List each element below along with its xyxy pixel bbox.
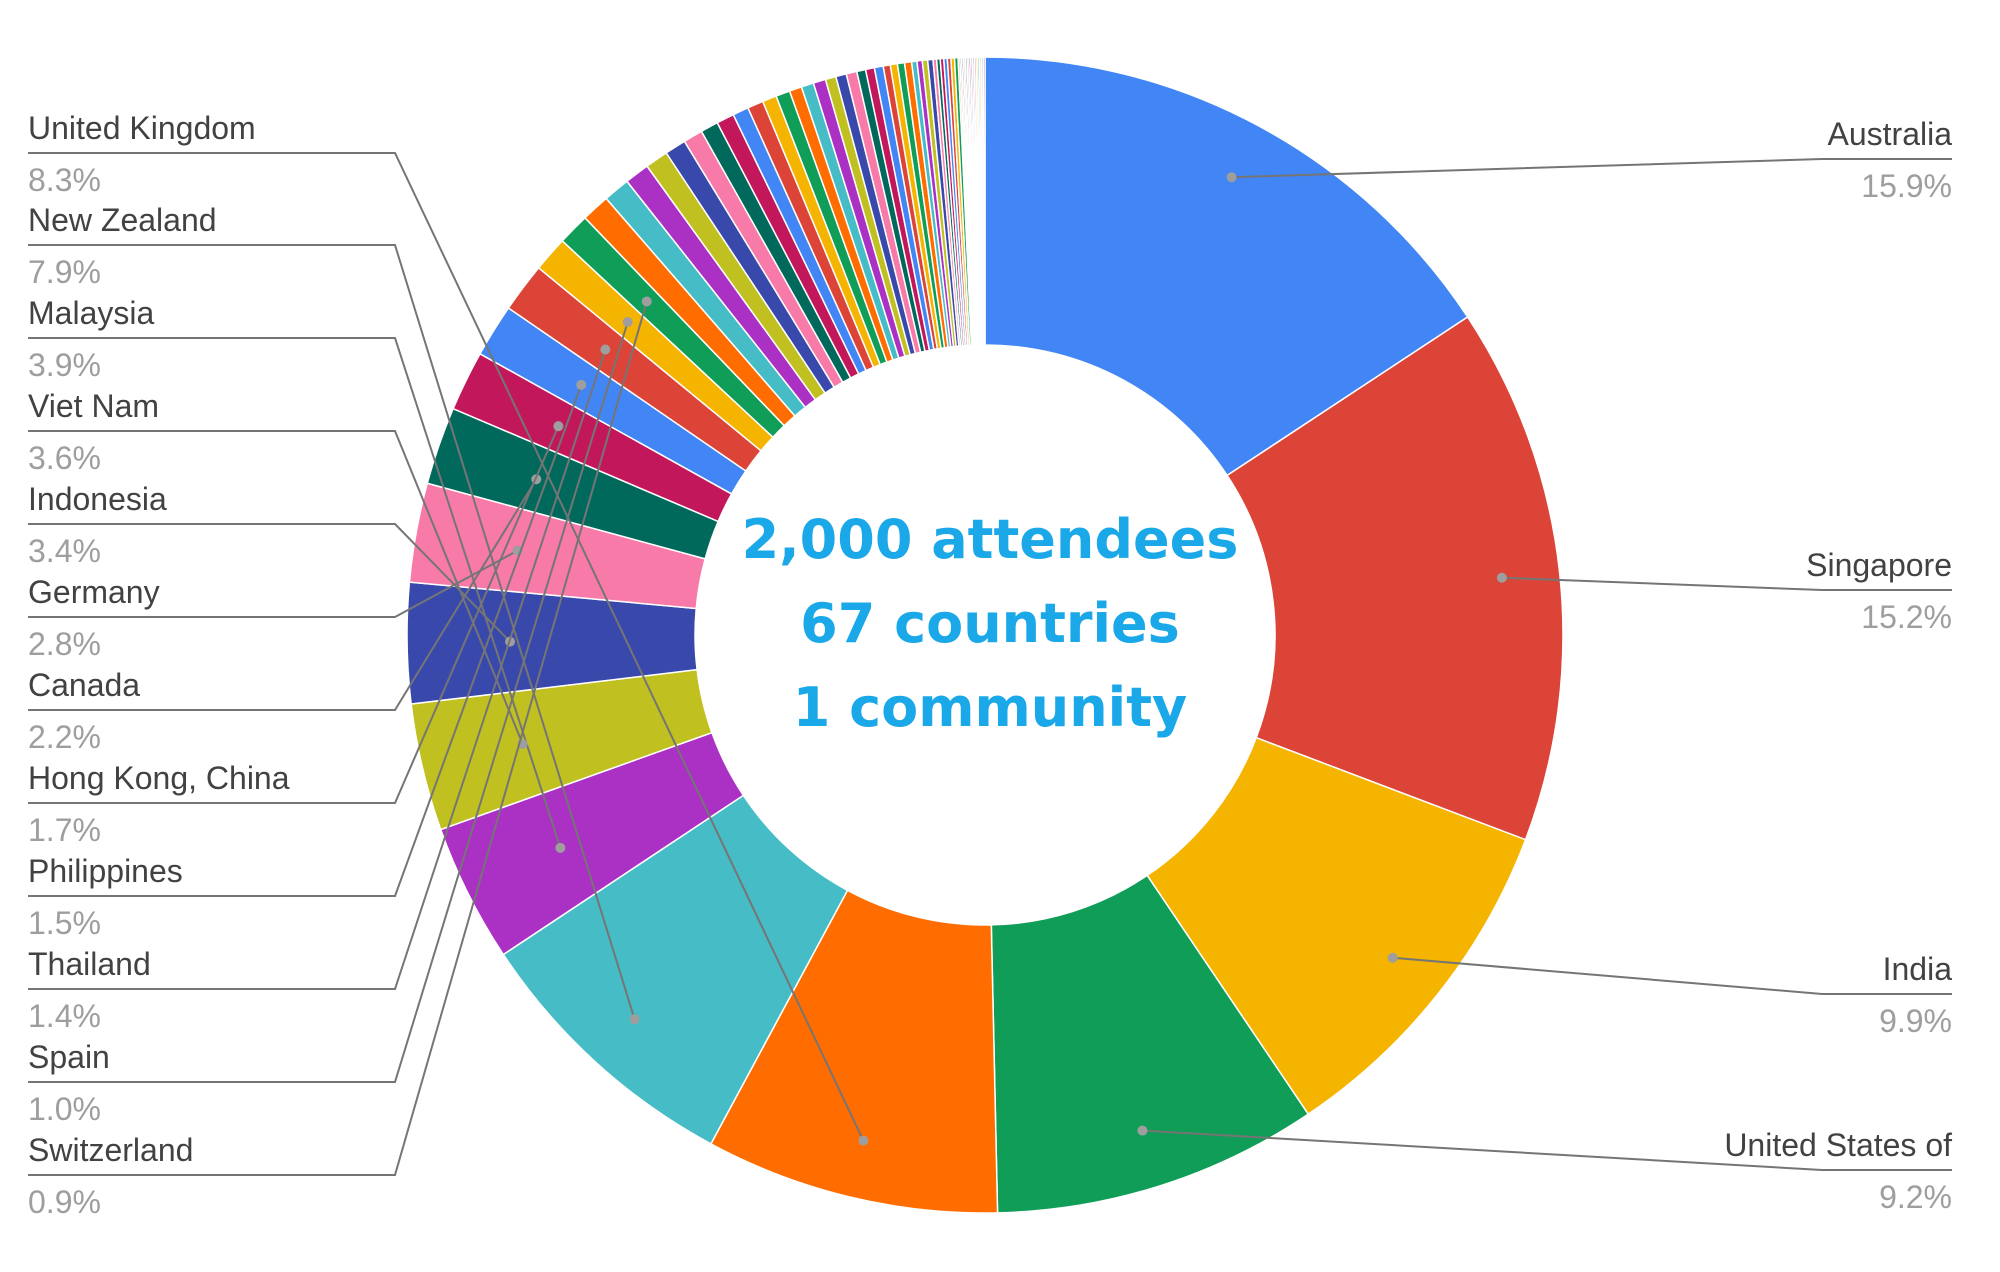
center-caption: 2,000 attendees 67 countries 1 community (742, 508, 1239, 739)
leader-line-malaysia (28, 337, 562, 849)
leader-dot-switzerland (641, 296, 652, 307)
leader-dot-hong-kong-china (553, 421, 564, 432)
slice-singapore (1226, 315, 1564, 841)
leader-line-new-zealand (28, 244, 636, 1020)
leader-dot-united-states-of (1137, 1125, 1148, 1136)
label-philippines: Philippines (28, 853, 183, 889)
leader-line-singapore (1501, 576, 1952, 591)
label-indonesia: Indonesia (28, 481, 167, 517)
leader-line-australia (1231, 158, 1952, 179)
label-spain: Spain (28, 1039, 110, 1075)
leader-dot-spain (622, 317, 633, 328)
leader-line-united-kingdom (28, 152, 865, 1141)
label-united-kingdom: United Kingdom (28, 110, 256, 146)
label-canada: Canada (28, 667, 140, 703)
label-hong-kong-china: Hong Kong, China (28, 760, 290, 796)
slice-labels: Australia 15.9% Singapore 15.2% India 9.9% Uni… (28, 110, 1952, 1220)
label-pct-spain: 1.0% (28, 1091, 101, 1127)
leader-line-hong-kong-china (28, 425, 560, 804)
label-pct-hong-kong-china: 1.7% (28, 812, 101, 848)
leader-dot-new-zealand (629, 1014, 640, 1025)
leader-line-spain (28, 321, 629, 1083)
leader-line-germany (28, 549, 519, 618)
label-pct-singapore: 15.2% (1861, 599, 1952, 635)
leader-line-canada (28, 478, 538, 711)
label-pct-philippines: 1.5% (28, 905, 101, 941)
label-pct-thailand: 1.4% (28, 998, 101, 1034)
leader-dot-india (1387, 952, 1398, 963)
label-pct-indonesia: 3.4% (28, 533, 101, 569)
label-singapore: Singapore (1806, 547, 1952, 583)
center-line-attendees: 2,000 attendees (742, 508, 1239, 571)
leader-line-viet-nam (28, 430, 524, 745)
label-india: India (1883, 951, 1953, 987)
center-line-countries: 67 countries (800, 592, 1180, 655)
label-germany: Germany (28, 574, 160, 610)
leader-line-india (1392, 956, 1952, 995)
leader-dot-philippines (576, 379, 587, 390)
leader-line-thailand (28, 349, 607, 990)
leader-line-united-states-of (1142, 1129, 1952, 1171)
slice-united-states-of (990, 874, 1310, 1214)
slice-unlabeled-67 (982, 56, 986, 346)
label-united-states-of: United States of (1724, 1127, 1952, 1163)
leader-dot-malaysia (555, 842, 566, 853)
leader-line-switzerland (28, 301, 648, 1176)
label-pct-united-kingdom: 8.3% (28, 162, 101, 198)
label-viet-nam: Viet Nam (28, 388, 159, 424)
label-pct-malaysia: 3.9% (28, 347, 101, 383)
label-australia: Australia (1828, 116, 1953, 152)
label-pct-canada: 2.2% (28, 719, 101, 755)
label-pct-germany: 2.8% (28, 626, 101, 662)
label-pct-australia: 15.9% (1861, 168, 1952, 204)
label-leader-lines (28, 152, 1952, 1176)
label-malaysia: Malaysia (28, 295, 154, 331)
leader-line-indonesia (28, 523, 511, 643)
leader-dot-australia (1226, 172, 1237, 183)
label-thailand: Thailand (28, 946, 151, 982)
center-line-community: 1 community (793, 676, 1187, 739)
leader-dot-thailand (600, 344, 611, 355)
leader-dot-united-kingdom (858, 1135, 869, 1146)
label-pct-switzerland: 0.9% (28, 1184, 101, 1220)
chart-slices (406, 56, 1564, 1214)
label-pct-united-states-of: 9.2% (1879, 1179, 1952, 1215)
leader-dot-singapore (1496, 572, 1507, 583)
slice-australia (984, 56, 1469, 477)
label-switzerland: Switzerland (28, 1132, 193, 1168)
label-pct-india: 9.9% (1879, 1003, 1952, 1039)
label-pct-new-zealand: 7.9% (28, 254, 101, 290)
label-pct-viet-nam: 3.6% (28, 440, 101, 476)
slice-india (1146, 736, 1527, 1116)
leader-line-philippines (28, 384, 583, 897)
label-new-zealand: New Zealand (28, 202, 217, 238)
